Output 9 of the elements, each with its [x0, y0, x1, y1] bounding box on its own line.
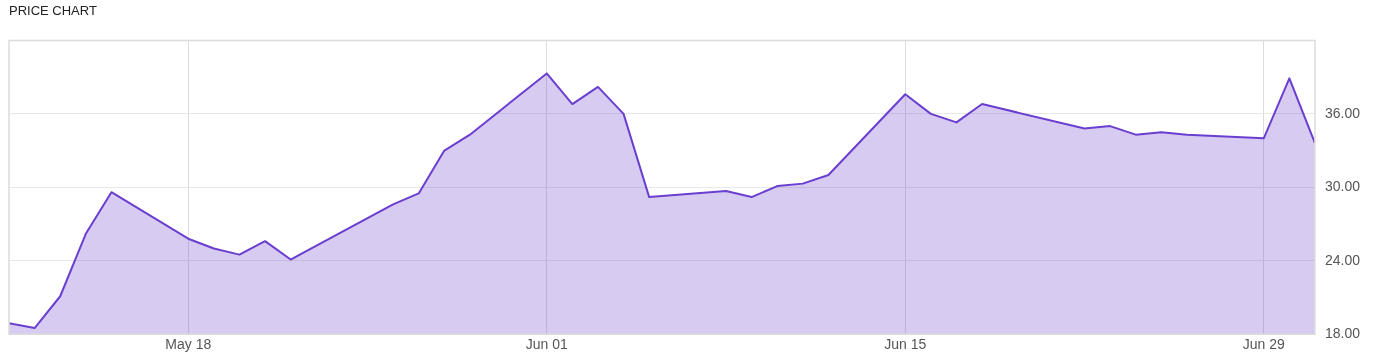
x-tick-label: Jun 29	[1242, 336, 1285, 353]
y-tick-label: 18.00	[1324, 325, 1361, 342]
y-tick-label: 24.00	[1324, 251, 1361, 268]
y-tick-label: 36.00	[1324, 104, 1361, 121]
chart-title: PRICE CHART	[8, 2, 98, 20]
x-tick-label: Jun 15	[884, 336, 927, 353]
y-tick-label: 30.00	[1324, 178, 1361, 195]
x-tick-label: May 18	[165, 336, 212, 353]
x-tick-label: Jun 01	[525, 336, 568, 353]
